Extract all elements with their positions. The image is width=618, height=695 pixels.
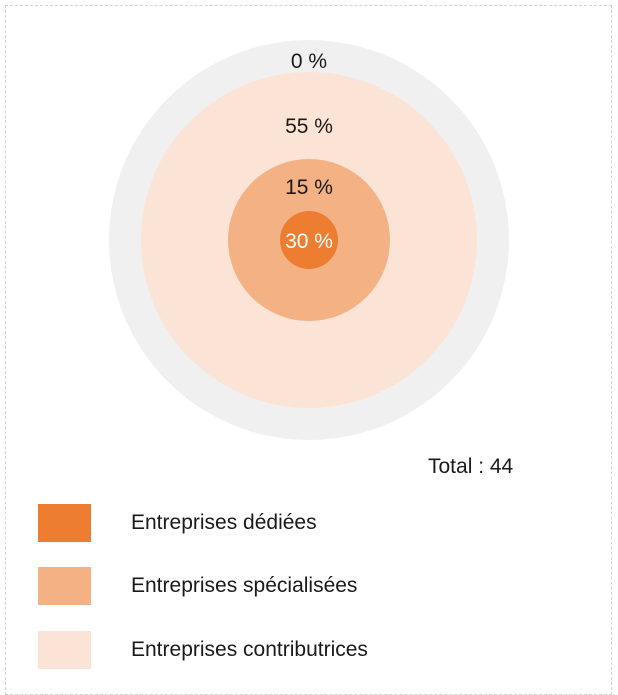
specialisees-value-label: 15 % [285,176,333,199]
legend-label: Entreprises contributrices [131,638,368,661]
legend-label: Entreprises dédiées [131,511,317,534]
dediees-value-label: 30 % [285,230,333,253]
legend-item-specialisees: Entreprises spécialisées [38,567,538,607]
nested-circle-chart: 0 % 55 % 15 % 30 % [109,40,509,440]
legend-swatch [38,504,91,542]
contributrices-value-label: 55 % [285,115,333,138]
legend-item-contributrices: Entreprises contributrices [38,631,538,671]
legend-swatch [38,567,91,605]
legend-item-dediees: Entreprises dédiées [38,504,538,544]
legend-swatch [38,631,91,669]
outer-ring-label: 0 % [291,50,327,73]
total-label: Total : 44 [428,455,514,478]
dediees-circle [280,211,338,269]
legend-label: Entreprises spécialisées [131,574,358,597]
